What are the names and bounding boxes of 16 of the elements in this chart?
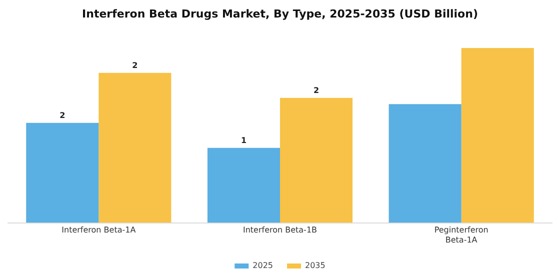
x-tick-label: Peginterferon Beta-1A xyxy=(434,226,488,244)
legend-label: 2035 xyxy=(305,261,326,270)
data-label: 1 xyxy=(240,136,247,145)
data-label: 2 xyxy=(313,86,320,95)
bar xyxy=(461,48,534,223)
x-tick-label: Interferon Beta-1B xyxy=(242,226,318,235)
data-label: 2 xyxy=(132,61,138,70)
bar xyxy=(98,72,172,223)
bar xyxy=(388,104,462,223)
bar xyxy=(207,148,280,223)
bar xyxy=(26,122,99,223)
legend-label: 2025 xyxy=(252,261,273,270)
bar xyxy=(280,98,353,223)
x-tick-label: Interferon Beta-1A xyxy=(62,226,136,235)
data-label: 2 xyxy=(60,110,66,120)
chart-title: Interferon Beta Drugs Market, By Type, 2025-2035 (USD Billion) xyxy=(82,7,478,20)
